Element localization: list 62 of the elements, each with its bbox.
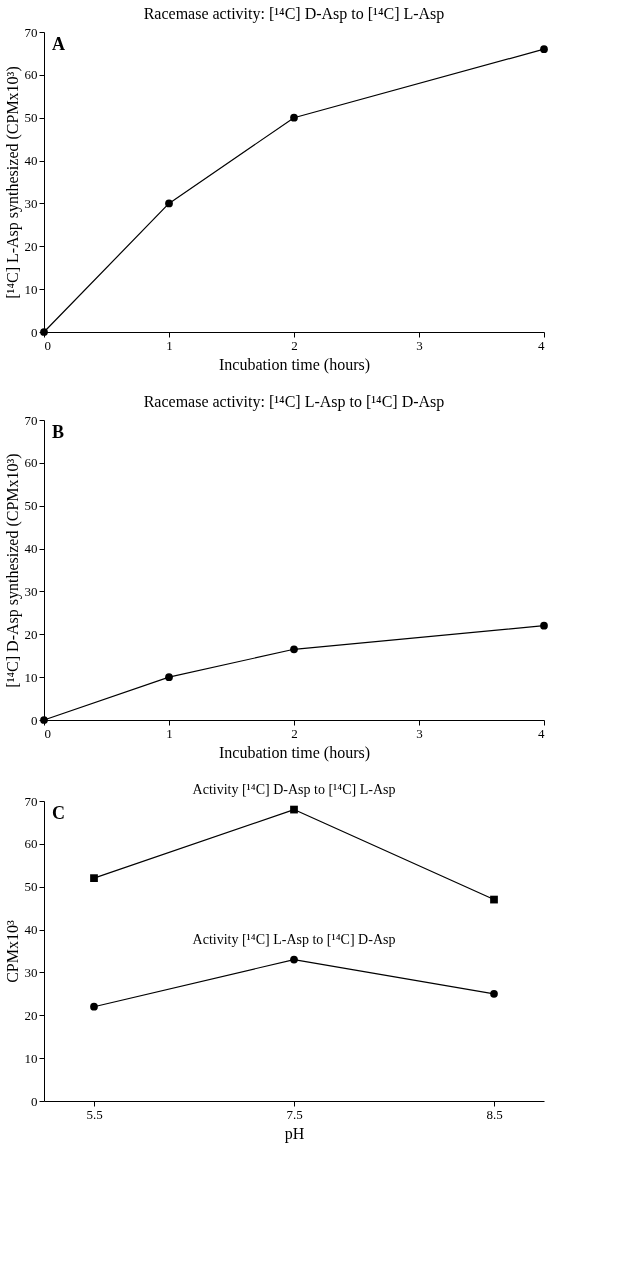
y-axis-title: CPMx10³ [3, 920, 21, 983]
x-axis-title: pH [284, 1124, 305, 1143]
x-tick-label: 1 [166, 337, 173, 353]
y-tick-label: 20 [24, 238, 38, 254]
x-tick-label: 2 [291, 337, 298, 353]
y-tick-label: 70 [24, 24, 38, 40]
y-tick-label: 30 [24, 583, 38, 599]
y-tick-label: 50 [24, 498, 38, 514]
point [540, 621, 548, 630]
y-tick-label: 50 [24, 879, 38, 895]
y-tick-label: 10 [24, 1050, 38, 1066]
y-axis-title: [¹⁴C] L-Asp synthesized (CPMx10³) [3, 66, 22, 299]
x-tick-label: 3 [416, 337, 423, 353]
x-tick-label: 2 [291, 725, 298, 741]
x-axis-title: Incubation time (hours) [218, 355, 371, 374]
x-tick-label: 0 [44, 725, 51, 741]
point [540, 45, 548, 54]
x-tick-label: 8.5 [486, 1106, 503, 1122]
x-tick-label: 4 [538, 337, 545, 353]
y-tick-label: 60 [24, 455, 38, 471]
x-tick-label: 7.5 [286, 1106, 303, 1122]
y-tick-label: 70 [24, 793, 38, 809]
chart-title: Racemase activity: [¹⁴C] L-Asp to [¹⁴C] D-Asp [143, 393, 445, 411]
y-tick-label: 0 [31, 1093, 38, 1109]
y-tick-label: 0 [31, 324, 38, 340]
y-tick-label: 30 [24, 964, 38, 980]
y-tick-label: 40 [24, 153, 38, 169]
y-tick-label: 40 [24, 541, 38, 557]
x-tick-label: 0 [44, 337, 51, 353]
x-tick-label: 5.5 [86, 1106, 103, 1122]
point [165, 199, 173, 208]
annotation: C [52, 803, 65, 823]
point [290, 955, 298, 964]
y-tick-label: 20 [24, 1007, 38, 1023]
x-tick-label: 3 [416, 725, 423, 741]
y-tick-label: 70 [24, 412, 38, 428]
y-axis-title: [¹⁴C] D-Asp synthesized (CPMx10³) [3, 453, 22, 688]
point [290, 645, 298, 654]
point [290, 805, 298, 814]
y-tick-label: 30 [24, 195, 38, 211]
point [490, 989, 498, 998]
y-tick-label: 10 [24, 669, 38, 685]
point [165, 673, 173, 682]
point [490, 895, 498, 904]
point [90, 874, 98, 883]
x-axis-title: Incubation time (hours) [218, 743, 371, 762]
series-label: Activity [¹⁴C] L-Asp to [¹⁴C] D-Asp [192, 931, 396, 947]
y-tick-label: 60 [24, 67, 38, 83]
y-tick-label: 0 [31, 712, 38, 728]
point [90, 1002, 98, 1011]
y-tick-label: 60 [24, 836, 38, 852]
y-tick-label: 50 [24, 110, 38, 126]
series-label: Activity [¹⁴C] D-Asp to [¹⁴C] L-Asp [192, 781, 396, 797]
x-tick-label: 1 [166, 725, 173, 741]
annotation: A [52, 34, 65, 54]
y-tick-label: 40 [24, 922, 38, 938]
y-tick-label: 10 [24, 281, 38, 297]
y-tick-label: 20 [24, 626, 38, 642]
point [290, 113, 298, 122]
chart-title: Racemase activity: [¹⁴C] D-Asp to [¹⁴C] L-Asp [143, 5, 445, 23]
annotation: B [52, 422, 65, 442]
x-tick-label: 4 [538, 725, 545, 741]
